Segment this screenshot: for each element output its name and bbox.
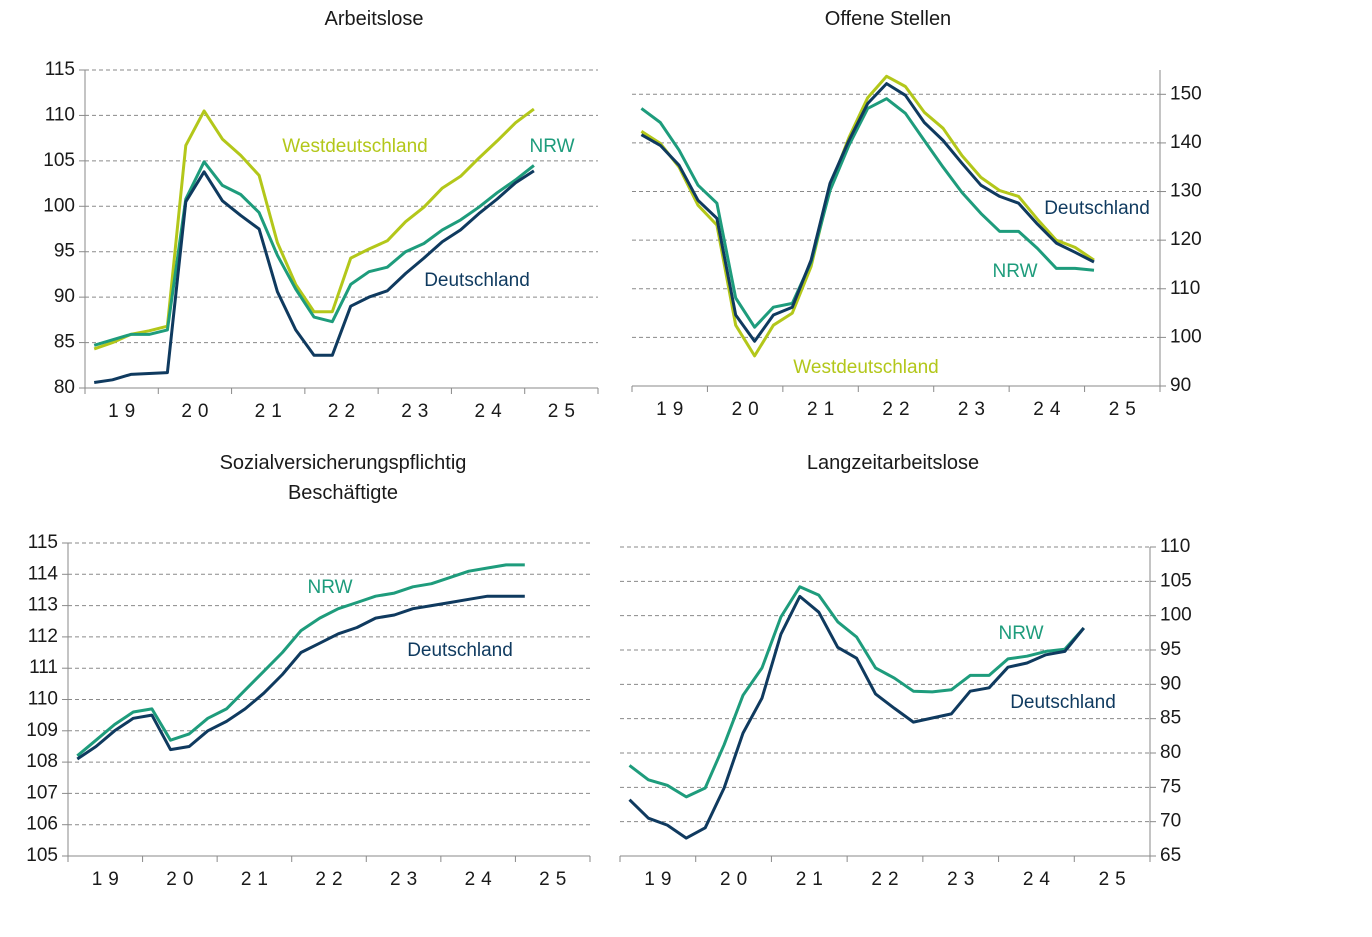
- y-tick-label: 90: [54, 286, 75, 307]
- y-tick-label: 105: [1160, 570, 1192, 591]
- y-tick-label: 110: [28, 689, 58, 710]
- series-line: [628, 585, 1085, 799]
- series-label: Westdeutschland: [793, 357, 938, 378]
- x-tick-label: 22: [871, 869, 904, 890]
- y-tick-label: 100: [1160, 605, 1192, 626]
- x-tick-label: 24: [1023, 869, 1056, 890]
- series-line: [76, 563, 525, 757]
- x-tick-label: 24: [475, 401, 508, 422]
- y-tick-label: 65: [1160, 845, 1181, 866]
- x-tick-label: 25: [1109, 399, 1142, 420]
- x-tick-label: 20: [181, 401, 214, 422]
- x-tick-label: 21: [255, 401, 288, 422]
- y-tick-label: 85: [1160, 708, 1181, 729]
- y-tick-label: 108: [26, 751, 58, 772]
- series-label: Deutschland: [1010, 692, 1116, 713]
- y-tick-label: 112: [28, 626, 58, 647]
- y-tick-label: 75: [1160, 776, 1181, 797]
- y-tick-label: 70: [1160, 811, 1181, 832]
- x-tick-label: 23: [401, 401, 434, 422]
- x-tick-label: 21: [807, 399, 840, 420]
- y-tick-label: 80: [1160, 742, 1181, 763]
- y-tick-label: 90: [1160, 673, 1181, 694]
- x-tick-label: 23: [958, 399, 991, 420]
- series-line: [93, 169, 535, 384]
- series-line: [628, 594, 1085, 840]
- series-line: [76, 594, 525, 761]
- y-tick-label: 85: [54, 332, 75, 353]
- x-tick-label: 19: [92, 869, 125, 890]
- series-label: NRW: [998, 623, 1043, 644]
- y-tick-label: 113: [28, 595, 58, 616]
- chart-title: Langzeitarbeitslose: [806, 452, 980, 474]
- y-tick-label: 100: [43, 195, 75, 216]
- x-tick-label: 22: [315, 869, 348, 890]
- y-tick-label: 105: [26, 845, 58, 866]
- x-tick-label: 20: [720, 869, 753, 890]
- x-tick-label: 25: [1099, 869, 1132, 890]
- x-tick-label: 22: [882, 399, 915, 420]
- chart-title: Sozialversicherungspflichtig Beschäftigt…: [219, 452, 467, 504]
- x-tick-label: 22: [328, 401, 361, 422]
- y-tick-label: 115: [45, 59, 75, 80]
- y-tick-label: 80: [54, 377, 75, 398]
- x-tick-label: 24: [465, 869, 498, 890]
- series-line: [640, 82, 1095, 343]
- series-line: [93, 160, 535, 347]
- y-tick-label: 130: [1170, 181, 1202, 202]
- y-tick-label: 114: [28, 563, 59, 584]
- x-tick-label: 25: [539, 869, 572, 890]
- x-tick-label: 20: [732, 399, 765, 420]
- y-tick-label: 90: [1170, 375, 1191, 396]
- y-tick-label: 109: [26, 720, 58, 741]
- y-tick-label: 106: [26, 814, 58, 835]
- series-label: NRW: [529, 136, 574, 157]
- series-label: NRW: [992, 261, 1037, 282]
- chart-title: Offene Stellen: [824, 8, 952, 30]
- chart-title: Arbeitslose: [324, 8, 424, 30]
- x-tick-label: 23: [390, 869, 423, 890]
- x-tick-label: 21: [796, 869, 829, 890]
- x-tick-label: 19: [108, 401, 141, 422]
- series-label: Deutschland: [407, 640, 513, 661]
- y-tick-label: 115: [28, 532, 58, 553]
- series-label: Deutschland: [424, 270, 530, 291]
- y-tick-label: 95: [54, 241, 75, 262]
- x-tick-label: 23: [947, 869, 980, 890]
- y-tick-label: 111: [29, 657, 58, 678]
- x-tick-label: 24: [1033, 399, 1066, 420]
- series-label: NRW: [307, 577, 352, 598]
- y-tick-label: 120: [1170, 229, 1202, 250]
- x-tick-label: 19: [644, 869, 677, 890]
- series-label: Westdeutschland: [282, 136, 427, 157]
- y-tick-label: 110: [45, 104, 75, 125]
- series-line: [640, 74, 1095, 358]
- y-tick-label: 110: [1170, 278, 1200, 299]
- x-tick-label: 25: [548, 401, 581, 422]
- y-tick-label: 105: [43, 150, 75, 171]
- y-tick-label: 100: [1170, 326, 1202, 347]
- series-label: Deutschland: [1044, 198, 1150, 219]
- y-tick-label: 107: [26, 782, 58, 803]
- y-tick-label: 110: [1160, 536, 1190, 557]
- x-tick-label: 20: [166, 869, 199, 890]
- y-tick-label: 95: [1160, 639, 1181, 660]
- y-tick-label: 140: [1170, 132, 1202, 153]
- x-tick-label: 21: [241, 869, 274, 890]
- series-line: [640, 97, 1095, 329]
- y-tick-label: 150: [1170, 83, 1202, 104]
- x-tick-label: 19: [656, 399, 689, 420]
